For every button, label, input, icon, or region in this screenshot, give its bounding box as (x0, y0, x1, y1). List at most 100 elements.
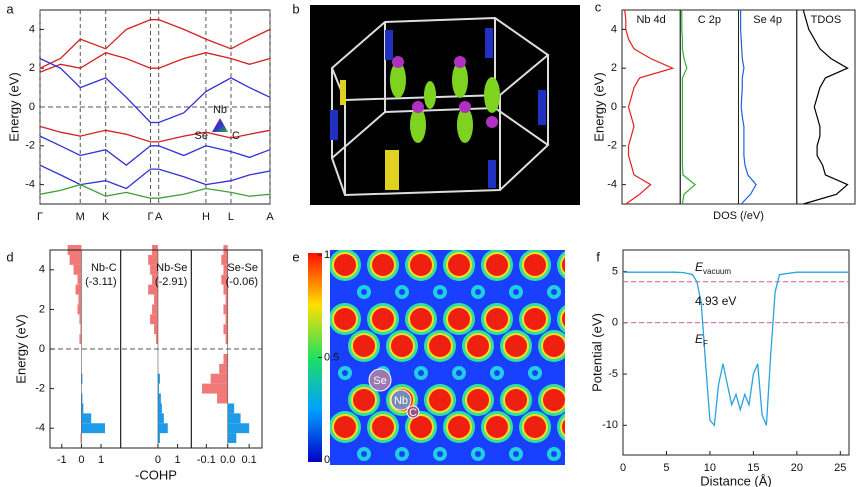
subplot-frame (796, 9, 856, 205)
bond-name: Se-Se (227, 262, 258, 274)
data-line (39, 164, 271, 190)
x-tick-label: K (102, 211, 110, 223)
atom-density (353, 389, 375, 411)
atom-density (448, 308, 470, 330)
cohp-bar (202, 383, 228, 394)
ring-core (418, 370, 424, 376)
atom-density (448, 470, 470, 487)
cohp-bar (77, 274, 82, 285)
atom-label: Nb (394, 395, 408, 407)
legend-label: Nb (213, 104, 227, 116)
atom-density (562, 419, 565, 435)
dos-curve (740, 10, 757, 205)
y-tick-label: -5 (608, 368, 618, 380)
dos-curve (681, 10, 697, 205)
subplot-frame (621, 9, 681, 205)
ring-core (570, 370, 576, 376)
cohp-bar (157, 403, 162, 414)
ring-core (437, 289, 443, 295)
y-tick-label: -10 (602, 419, 618, 431)
cohp-bar (148, 284, 158, 295)
y-tick-label: 4 (611, 23, 617, 35)
annotation-text: 4.93 eV (695, 294, 736, 308)
charge-density-map (330, 250, 646, 487)
cohp-bar (223, 304, 228, 315)
ring-core (494, 370, 500, 376)
ring-core (361, 451, 367, 457)
cohp-bar (81, 413, 92, 424)
ring-core (551, 289, 557, 295)
y-tick-label: 0 (612, 317, 618, 329)
atom-density (448, 254, 470, 276)
ring (623, 447, 637, 461)
atom-density (334, 416, 356, 438)
data-line (39, 57, 271, 124)
y-tick-label: -4 (607, 179, 617, 191)
y-tick-label: 2 (39, 303, 45, 315)
atom-density (524, 416, 546, 438)
structure-render (310, 5, 580, 205)
atom-density (334, 254, 356, 276)
ring (585, 447, 599, 461)
cohp-bar (219, 363, 228, 374)
legend-triangle (212, 118, 228, 132)
atom-density (543, 389, 565, 411)
y-tick-label: -4 (25, 179, 35, 191)
data-line (39, 125, 271, 143)
y-tick-label: -4 (35, 422, 45, 434)
cohp-bar (80, 324, 82, 335)
y-tick-label: 0 (611, 101, 617, 113)
x-tick-label: M (76, 211, 85, 223)
cohp-bar (77, 304, 82, 315)
halo (443, 465, 475, 487)
cohp-bar (78, 294, 82, 305)
halo-mid (446, 468, 472, 487)
x-tick-label: 20 (791, 462, 803, 474)
atom-density (562, 470, 584, 487)
atom-density (410, 416, 432, 438)
cohp-bar (223, 264, 228, 275)
x-tick-label: 0.0 (220, 454, 235, 466)
legend-label: Se (195, 130, 208, 142)
cohp-bar (221, 254, 228, 265)
atom-density (429, 335, 451, 357)
colorbar-tick-label: 0 (324, 454, 330, 466)
x-tick-label: Γ (37, 211, 43, 223)
atom-density (334, 308, 356, 330)
atom-density (410, 308, 432, 330)
cohp-bar (75, 284, 82, 295)
x-tick-label: H (202, 211, 210, 223)
panel-label: c (595, 0, 602, 14)
cohp-bar (217, 393, 228, 404)
panel-label: e (292, 249, 299, 264)
atom-marker (368, 368, 392, 392)
annotation-subscript: vacuum (703, 267, 731, 276)
atom-density (562, 257, 565, 273)
halo (367, 465, 399, 487)
ring (623, 285, 637, 299)
y-tick-label: 2 (29, 62, 35, 74)
subplot-title: Se 4p (753, 14, 782, 26)
atom-density (600, 470, 622, 487)
x-tick-label: -0.1 (197, 454, 216, 466)
atom-density (334, 470, 356, 487)
halo (614, 384, 646, 416)
y-tick-label: -2 (607, 140, 617, 152)
cohp-bar (81, 393, 83, 404)
annotation-subscript: F (703, 339, 708, 348)
panel-label: b (292, 1, 299, 16)
halo (481, 465, 513, 487)
ring-core (589, 289, 595, 295)
ring-core (513, 451, 519, 457)
halo-mid (332, 468, 358, 487)
annotation: Evacuum (695, 260, 731, 276)
atom-density (372, 416, 394, 438)
panel-label: a (6, 1, 14, 16)
ring-core (437, 451, 443, 457)
cohp-bar (79, 314, 82, 325)
atom-density (486, 254, 508, 276)
halo (557, 465, 589, 487)
halo-mid (617, 387, 643, 413)
y-tick-label: 2 (611, 62, 617, 74)
cohp-bar (223, 284, 228, 295)
